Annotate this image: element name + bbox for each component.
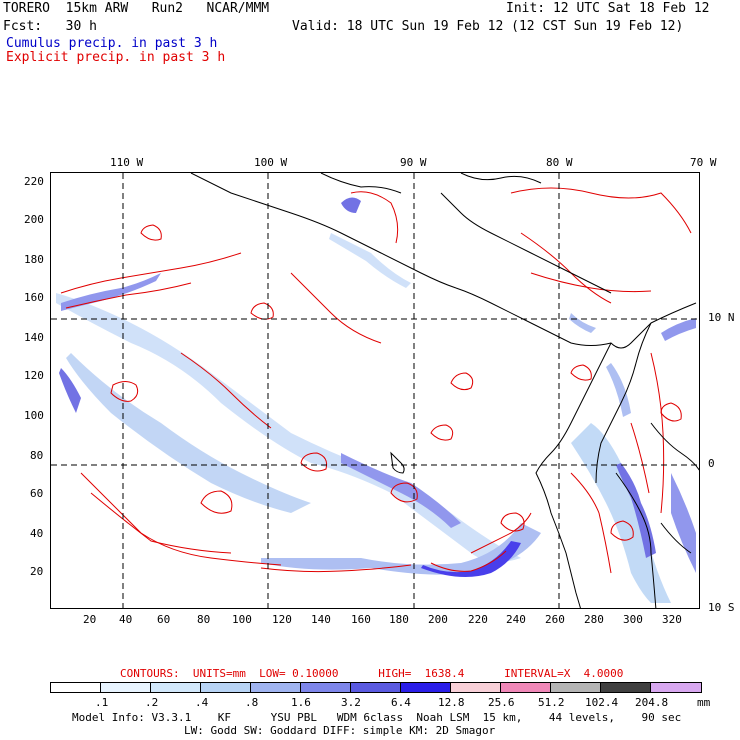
y-tick: 180 <box>24 253 44 266</box>
legend-explicit: Explicit precip. in past 3 h <box>6 50 226 65</box>
x-tick: 300 <box>623 613 643 626</box>
colorbar-unit: mm <box>697 696 711 709</box>
y-tick: 120 <box>24 369 44 382</box>
lon-label-70w: 70 W <box>690 156 717 169</box>
forecast-hour: Fcst: 30 h <box>3 19 97 34</box>
x-tick: 240 <box>506 613 526 626</box>
colorbar-label: 102.4 <box>585 696 619 709</box>
y-tick: 100 <box>24 409 44 422</box>
x-tick: 120 <box>272 613 292 626</box>
valid-time: Valid: 18 UTC Sun 19 Feb 12 (12 CST Sun … <box>292 19 684 34</box>
colorbar-label: 3.2 <box>341 696 361 709</box>
x-tick: 100 <box>232 613 252 626</box>
precip-map <box>50 172 700 609</box>
explicit-precip-contours <box>60 187 692 574</box>
colorbar-swatch <box>350 682 401 693</box>
colorbar-label: 6.4 <box>391 696 411 709</box>
colorbar-label: 1.6 <box>291 696 311 709</box>
legend-cumulus: Cumulus precip. in past 3 h <box>6 36 218 51</box>
lon-label-80w: 80 W <box>546 156 573 169</box>
colorbar-label: 51.2 <box>538 696 565 709</box>
x-tick: 160 <box>351 613 371 626</box>
y-tick: 140 <box>24 331 44 344</box>
lon-label-90w: 90 W <box>400 156 427 169</box>
coastlines <box>190 173 699 608</box>
colorbar-label: 204.8 <box>635 696 669 709</box>
y-tick: 80 <box>30 449 44 462</box>
cumulus-precip-shading <box>56 197 696 603</box>
x-tick: 60 <box>157 613 171 626</box>
y-tick: 60 <box>30 487 44 500</box>
model-physics: LW: Godd SW: Goddard DIFF: simple KM: 2D… <box>184 724 496 737</box>
x-tick: 280 <box>584 613 604 626</box>
colorbar-swatch <box>200 682 251 693</box>
colorbar-swatch <box>600 682 651 693</box>
latlon-grid <box>51 173 699 608</box>
x-tick: 260 <box>545 613 565 626</box>
colorbar-swatch <box>400 682 451 693</box>
y-tick: 200 <box>24 213 44 226</box>
map-canvas <box>51 173 699 608</box>
colorbar-swatch <box>550 682 601 693</box>
colorbar-label: .8 <box>245 696 259 709</box>
lat-label-10n: 10 N <box>708 311 735 324</box>
lon-label-100w: 100 W <box>254 156 288 169</box>
colorbar-label: .1 <box>95 696 109 709</box>
lat-label-10s: 10 S <box>708 601 735 614</box>
colorbar-label: 12.8 <box>438 696 465 709</box>
colorbar-swatch <box>150 682 201 693</box>
contour-info: CONTOURS: UNITS=mm LOW= 0.10000 HIGH= 16… <box>120 667 624 680</box>
x-tick: 220 <box>468 613 488 626</box>
colorbar-swatch <box>100 682 151 693</box>
x-tick: 140 <box>311 613 331 626</box>
model-title: TORERO 15km ARW Run2 NCAR/MMM <box>3 1 270 16</box>
colorbar-swatch <box>250 682 301 693</box>
x-tick: 320 <box>662 613 682 626</box>
colorbar-swatch <box>300 682 351 693</box>
colorbar-swatch <box>450 682 501 693</box>
colorbar-label: .2 <box>145 696 159 709</box>
x-tick: 200 <box>428 613 448 626</box>
colorbar-label: .4 <box>195 696 209 709</box>
colorbar-label: 25.6 <box>488 696 515 709</box>
colorbar-swatch <box>500 682 551 693</box>
y-tick: 40 <box>30 527 44 540</box>
y-tick: 160 <box>24 291 44 304</box>
y-tick: 220 <box>24 175 44 188</box>
x-tick: 40 <box>119 613 133 626</box>
lon-label-110w: 110 W <box>110 156 144 169</box>
model-info: Model Info: V3.3.1 KF YSU PBL WDM 6class… <box>72 711 682 724</box>
colorbar-swatch <box>650 682 702 693</box>
x-tick: 180 <box>389 613 409 626</box>
x-tick: 20 <box>83 613 97 626</box>
x-tick: 80 <box>197 613 211 626</box>
colorbar-swatch <box>50 682 101 693</box>
y-tick: 20 <box>30 565 44 578</box>
lat-label-0: 0 <box>708 457 715 470</box>
init-time: Init: 12 UTC Sat 18 Feb 12 <box>506 1 710 16</box>
